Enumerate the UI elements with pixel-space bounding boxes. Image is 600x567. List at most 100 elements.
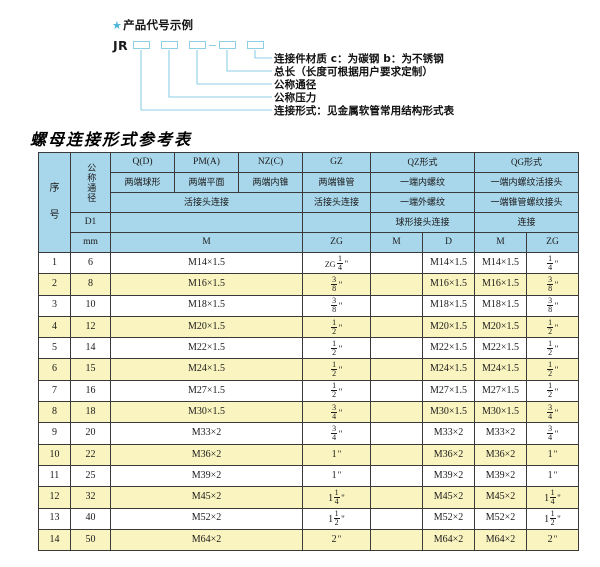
cell-qg-zg: 3 4 " xyxy=(526,401,579,424)
legend-nominal-pressure: 公称压力 xyxy=(274,92,317,104)
table-row: 1 6 M14×1.5 ZG 1 4 " M14×1.5 M14×1.5 1 4 " xyxy=(38,251,579,275)
table-row: 14 50 M64×2 2" M64×2 M64×2 2" xyxy=(38,528,579,552)
cell-seq: 12 xyxy=(38,486,71,509)
cell-qg-zg: 1" xyxy=(526,443,579,466)
cell-seq: 4 xyxy=(38,315,71,339)
cell-qg-m: M39×2 xyxy=(474,464,527,488)
cell-qg-m: M24×1.5 xyxy=(474,358,527,381)
cell-gz-size: 3 8 " xyxy=(302,294,371,317)
cell-seq: 13 xyxy=(38,507,71,530)
cell-qz-d: M18×1.5 xyxy=(422,294,475,317)
legend-nominal-diameter: 公称通径 xyxy=(274,79,317,91)
cell-nominal-diameter: 32 xyxy=(70,486,111,509)
legend-total-length: 总长（长度可根据用户要求定制） xyxy=(274,66,433,78)
cell-seq: 3 xyxy=(38,294,71,317)
cell-qz-m xyxy=(370,507,423,530)
cell-qz-m xyxy=(370,443,423,466)
cell-qz-m xyxy=(370,422,423,445)
header-unit-mm: mm xyxy=(70,232,111,253)
cell-qg-m: M20×1.5 xyxy=(474,315,527,339)
table-row: 9 20 M33×2 3 4 " M33×2 M33×2 3 4 " xyxy=(38,422,579,445)
cell-qg-m: M36×2 xyxy=(474,443,527,466)
leader-lines xyxy=(140,50,272,111)
header-seq: 序 号 xyxy=(38,152,71,253)
cell-seq: 6 xyxy=(38,358,71,381)
cell-nominal-diameter: 25 xyxy=(70,464,111,488)
cell-qg-m: M30×1.5 xyxy=(474,401,527,424)
header-conn-qdpmnz: 活接头连接 xyxy=(110,192,303,213)
code-box-2 xyxy=(161,41,178,49)
star-icon: ★ xyxy=(112,19,123,32)
cell-qz-d: M52×2 xyxy=(422,507,475,530)
cell-qz-m xyxy=(370,464,423,488)
header-seq-line2: 号 xyxy=(49,209,60,221)
table-row: 7 16 M27×1.5 1 2 " M27×1.5 M27×1.5 1 2 " xyxy=(38,379,579,403)
table-row: 2 8 M16×1.5 3 8 " M16×1.5 M16×1.5 3 8 " xyxy=(38,273,579,296)
cell-qz-d: M24×1.5 xyxy=(422,358,475,381)
cell-thread-m: M27×1.5 xyxy=(110,379,303,403)
product-code-heading: ★产品代号示例 xyxy=(112,17,193,33)
cell-qg-m: M27×1.5 xyxy=(474,379,527,403)
header-desc-qd: 两端球形 xyxy=(110,172,175,193)
cell-qg-m: M45×2 xyxy=(474,486,527,509)
cell-qz-d: M33×2 xyxy=(422,422,475,445)
cell-qz-m xyxy=(370,401,423,424)
header-d1-qz: 球形接头连接 xyxy=(370,212,475,233)
cell-nominal-diameter: 50 xyxy=(70,528,111,552)
header-desc-qg: 一端内螺纹活接头 xyxy=(474,172,579,193)
cell-gz-size: 1" xyxy=(302,464,371,488)
spec-table-container: 序 号 公称通径 Q(D) PM(A) NZ(C) GZ QZ形式 QG形式 两… xyxy=(38,152,579,552)
table-row: 13 40 M52×2 1 1 2 " M52×2 M52×2 1 1 2 " xyxy=(38,507,579,530)
product-code-heading-label: 产品代号示例 xyxy=(123,18,194,32)
cell-qg-zg: 1 2 " xyxy=(526,358,579,381)
cell-qg-zg: 1 1 2 " xyxy=(526,507,579,530)
table-header: 序 号 公称通径 Q(D) PM(A) NZ(C) GZ QZ形式 QG形式 两… xyxy=(38,152,579,253)
cell-thread-m: M16×1.5 xyxy=(110,273,303,296)
cell-gz-size: 3 4 " xyxy=(302,401,371,424)
table-row: 12 32 M45×2 1 1 4 " M45×2 M45×2 1 1 4 " xyxy=(38,486,579,509)
cell-qz-d: M64×2 xyxy=(422,528,475,552)
cell-qz-d: M45×2 xyxy=(422,486,475,509)
header-row-codes: 序 号 公称通径 Q(D) PM(A) NZ(C) GZ QZ形式 QG形式 xyxy=(38,152,579,253)
legend-material: 连接件材质 c：为碳钢 b：为不锈钢 xyxy=(274,53,444,65)
cell-seq: 1 xyxy=(38,251,71,275)
cell-gz-size: 3 8 " xyxy=(302,273,371,296)
table-body: 1 6 M14×1.5 ZG 1 4 " M14×1.5 M14×1.5 1 4 " 2 8 M16×1.5… xyxy=(38,251,579,552)
cell-qg-zg: 1" xyxy=(526,464,579,488)
cell-qz-d: M36×2 xyxy=(422,443,475,466)
header-row-desc: 两端球形 两端平面 两端内锥 两端锥管 一端内螺纹 一端内螺纹活接头 xyxy=(39,172,579,193)
cell-nominal-diameter: 10 xyxy=(70,294,111,317)
cell-thread-m: M30×1.5 xyxy=(110,401,303,424)
cell-qz-m xyxy=(370,251,423,275)
cell-qg-zg: 3 4 " xyxy=(526,422,579,445)
cell-thread-m: M39×2 xyxy=(110,464,303,488)
header-d1-qdpmnz-blank xyxy=(110,212,303,233)
cell-qg-m: M14×1.5 xyxy=(474,251,527,275)
cell-thread-m: M20×1.5 xyxy=(110,315,303,339)
code-box-5 xyxy=(247,41,264,49)
header-row-units: mm M ZG M D M ZG xyxy=(39,232,579,253)
header-conn-gz: 活接头连接 xyxy=(302,192,371,213)
table-row: 3 10 M18×1.5 3 8 " M18×1.5 M18×1.5 3 8 " xyxy=(38,294,579,317)
cell-qz-m xyxy=(370,337,423,360)
header-desc-gz: 两端锥管 xyxy=(302,172,371,193)
cell-seq: 9 xyxy=(38,422,71,445)
cell-qg-m: M33×2 xyxy=(474,422,527,445)
cell-qz-d: M39×2 xyxy=(422,464,475,488)
cell-qg-m: M16×1.5 xyxy=(474,273,527,296)
header-d1-gz-blank xyxy=(302,212,371,233)
code-prefix-label: JR xyxy=(113,38,128,53)
code-dash-separator xyxy=(209,45,216,47)
cell-qz-d: M16×1.5 xyxy=(422,273,475,296)
header-d1: D1 xyxy=(70,212,111,233)
header-conn-qg: 一端锥管螺纹接头 xyxy=(474,192,579,213)
code-box-1 xyxy=(133,41,150,49)
cell-qg-zg: 1 2 " xyxy=(526,379,579,403)
cell-nominal-diameter: 6 xyxy=(70,251,111,275)
cell-qz-d: M20×1.5 xyxy=(422,315,475,339)
cell-seq: 10 xyxy=(38,443,71,466)
cell-qz-d: M14×1.5 xyxy=(422,251,475,275)
cell-thread-m: M33×2 xyxy=(110,422,303,445)
header-desc-nzc: 两端内锥 xyxy=(238,172,303,193)
cell-qg-zg: 2" xyxy=(526,528,579,552)
